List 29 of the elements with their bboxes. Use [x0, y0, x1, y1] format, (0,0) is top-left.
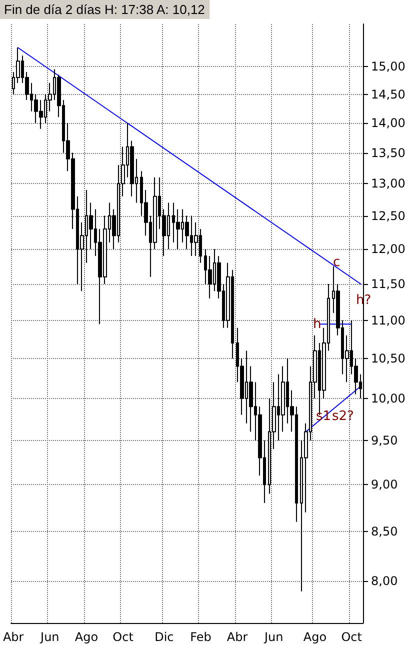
y-tick-label: 9,00 [371, 478, 398, 492]
annotation: c [333, 255, 340, 270]
x-tick-label: Abr [2, 630, 24, 644]
y-tick-label: 14,50 [371, 87, 406, 102]
annotation: h [313, 317, 322, 332]
chart-title: Fin de día 2 días H: 17:38 A: 10,12 [4, 2, 205, 17]
annotation: s2? [332, 409, 354, 424]
x-tick-label: Jun [263, 630, 284, 644]
y-tick-label: 8,50 [371, 524, 398, 538]
y-tick-label: 10,00 [371, 391, 406, 406]
x-tick-label: Abr [226, 630, 248, 644]
y-tick-label: 13,00 [371, 176, 406, 191]
y-tick-label: 11,50 [371, 276, 406, 291]
y-tick-label: 13,50 [371, 146, 406, 160]
y-tick-label: 11,00 [371, 313, 406, 328]
x-tick-label: Feb [190, 630, 212, 644]
y-tick-label: 15,00 [371, 60, 406, 74]
x-tick-label: Dic [154, 630, 174, 644]
x-tick-label: Jun [40, 630, 60, 644]
y-tick-label: 9,50 [371, 433, 398, 448]
y-tick-label: 10,50 [371, 351, 406, 366]
x-tick-label: Oct [341, 630, 362, 644]
x-tick-label: Ago [74, 630, 98, 644]
x-tick-label: Ago [303, 630, 327, 644]
y-tick-label: 12,50 [371, 208, 406, 223]
y-tick-label: 14,00 [371, 116, 406, 130]
x-tick-label: Oct [112, 630, 134, 644]
y-tick-label: 12,00 [371, 242, 406, 256]
y-tick-label: 8,00 [371, 574, 398, 588]
